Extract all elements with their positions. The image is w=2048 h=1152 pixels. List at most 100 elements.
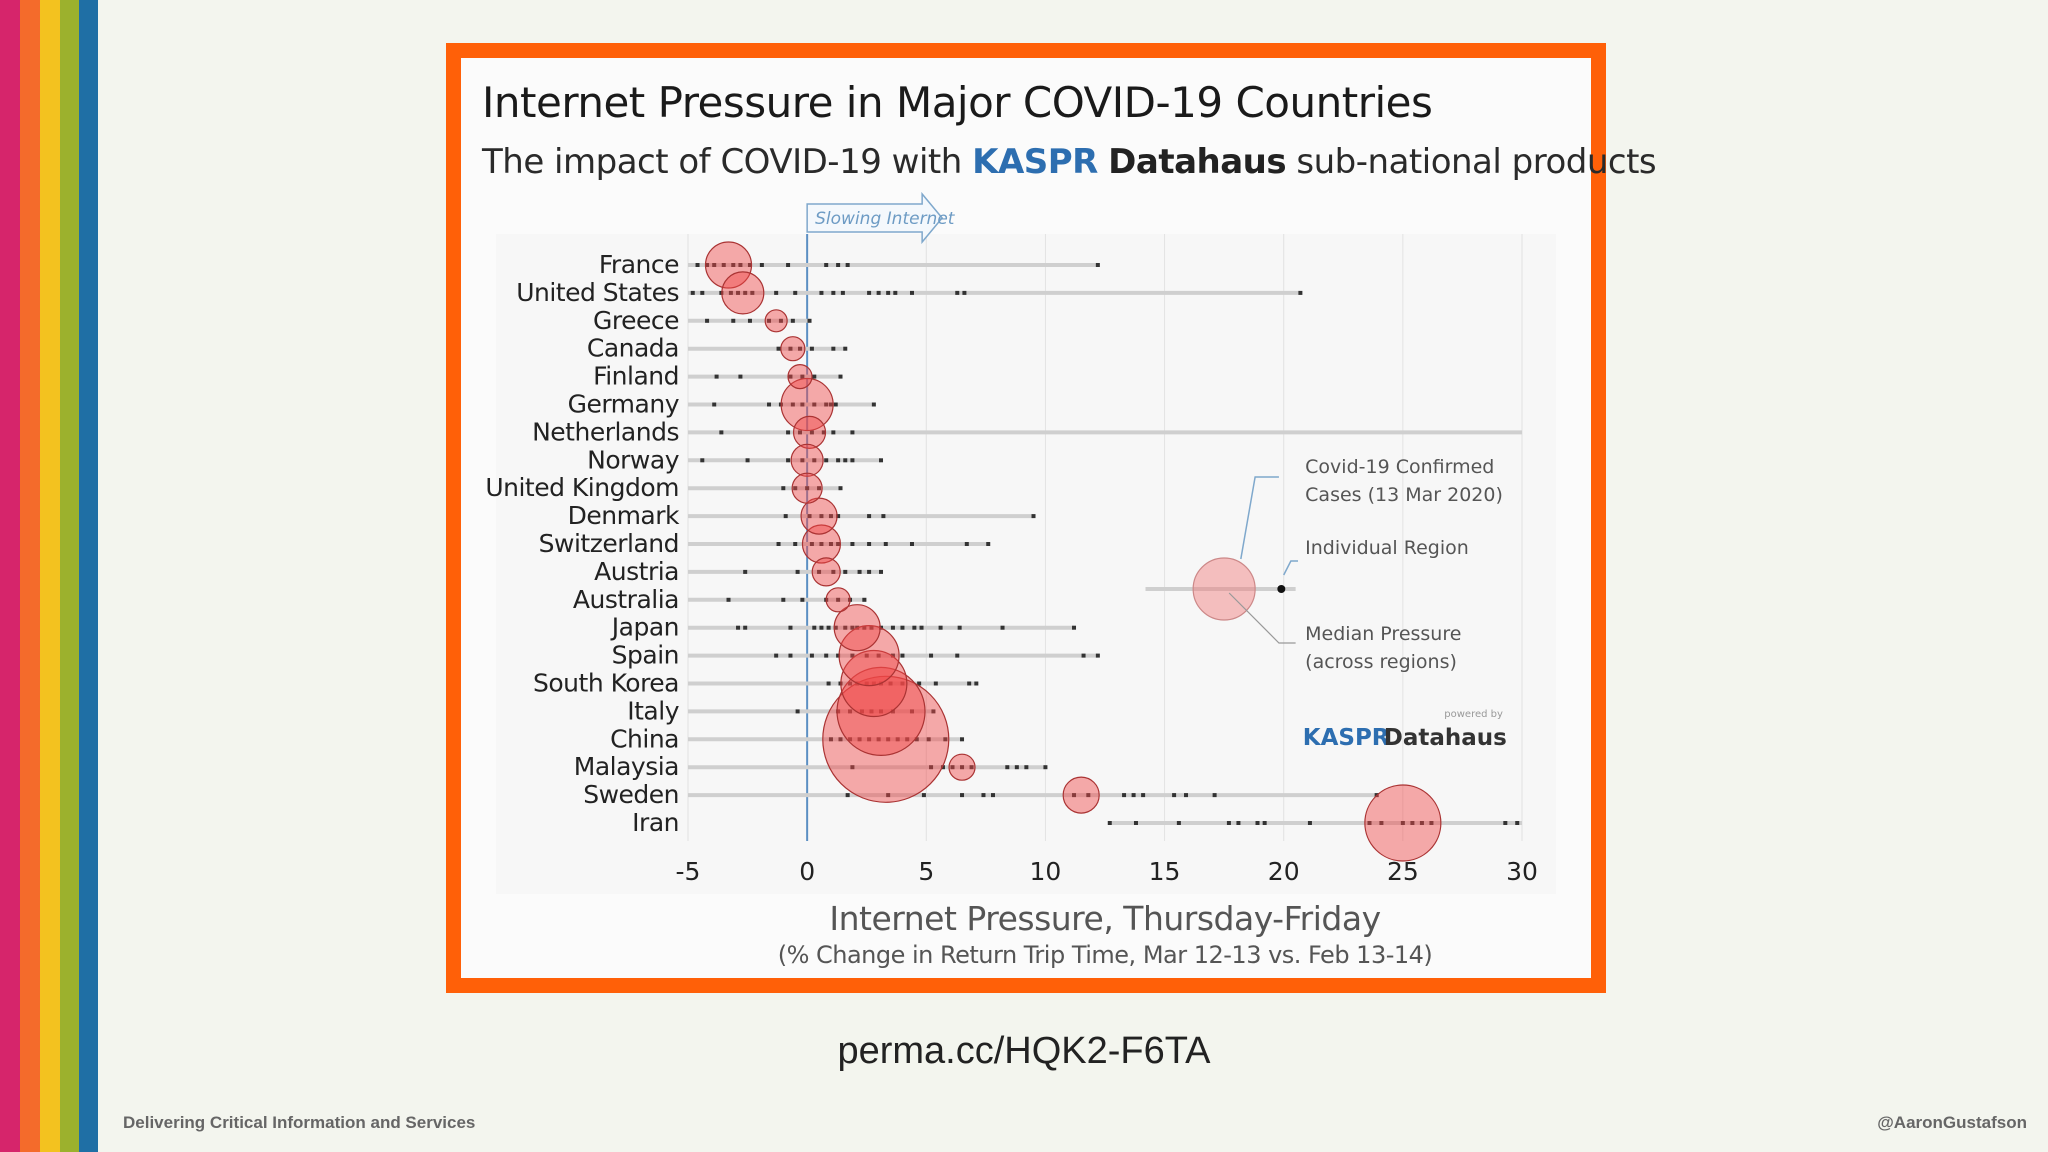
region-marker — [714, 374, 719, 379]
region-marker — [700, 290, 705, 295]
region-marker — [736, 290, 741, 295]
legend-median-label-1: Median Pressure — [1305, 623, 1461, 645]
cases-bubble — [840, 649, 908, 718]
region-marker — [726, 597, 731, 602]
region-marker — [731, 318, 736, 323]
country-label: Italy — [627, 696, 679, 725]
region-marker — [819, 542, 824, 546]
region-marker — [738, 263, 743, 267]
region-marker — [743, 625, 748, 630]
region-marker — [824, 458, 829, 463]
region-marker — [950, 765, 955, 770]
region-marker — [938, 625, 943, 630]
region-marker — [767, 318, 772, 323]
slowing-internet-label: Slowing Internet — [815, 209, 956, 229]
region-marker — [807, 514, 812, 519]
region-marker — [840, 290, 845, 295]
stripe-3 — [40, 0, 60, 1152]
region-marker — [828, 737, 833, 742]
region-marker — [1255, 821, 1260, 825]
region-marker — [955, 653, 960, 658]
region-marker — [1298, 290, 1303, 295]
cases-bubble — [948, 753, 976, 781]
country-label: Spain — [612, 641, 679, 670]
region-marker — [705, 318, 710, 323]
footer-author-handle: @AaronGustafson — [1877, 1113, 2027, 1132]
cases-bubble — [1062, 776, 1100, 814]
region-marker — [731, 263, 736, 267]
legend-cases-bubble — [1192, 557, 1256, 621]
region-marker — [826, 625, 831, 630]
region-marker — [869, 709, 874, 714]
region-marker — [974, 681, 979, 686]
region-marker — [786, 263, 791, 267]
legend-region-label: Individual Region — [1305, 537, 1469, 559]
region-marker — [1081, 653, 1086, 658]
slowing-internet-arrow — [806, 191, 944, 245]
region-marker — [857, 569, 862, 574]
region-marker — [809, 346, 814, 351]
region-marker — [848, 709, 853, 714]
region-marker — [905, 737, 910, 742]
region-marker — [1000, 625, 1005, 630]
x-axis-sublabel: (% Change in Return Trip Time, Mar 12-13… — [778, 941, 1433, 969]
region-marker — [767, 402, 772, 407]
region-marker — [836, 458, 841, 463]
region-marker — [774, 653, 779, 658]
country-label: Germany — [568, 390, 680, 419]
region-marker — [1236, 821, 1241, 825]
region-marker — [1172, 793, 1177, 798]
region-marker — [809, 653, 814, 658]
region-marker — [1107, 821, 1112, 825]
region-marker — [759, 263, 764, 267]
cases-bubble — [790, 443, 824, 477]
region-marker — [850, 458, 855, 463]
chart-title: Internet Pressure in Major COVID-19 Coun… — [482, 78, 1433, 127]
region-marker — [788, 346, 793, 351]
country-label: United Kingdom — [485, 473, 679, 502]
region-marker — [848, 737, 853, 742]
region-marker — [828, 514, 833, 519]
x-tick-label: 30 — [1506, 857, 1538, 886]
region-marker — [871, 402, 876, 407]
region-marker — [797, 346, 802, 351]
region-marker — [836, 263, 841, 267]
region-marker — [969, 765, 974, 770]
region-marker — [805, 486, 810, 491]
x-tick-label: 0 — [799, 857, 815, 886]
region-marker — [819, 514, 824, 519]
region-marker — [1176, 821, 1181, 825]
region-marker — [824, 402, 829, 407]
region-marker — [795, 709, 800, 714]
x-axis-label: Internet Pressure, Thursday-Friday — [829, 899, 1380, 938]
region-marker — [991, 793, 996, 798]
cases-bubble — [780, 336, 806, 362]
region-marker — [812, 458, 817, 463]
region-marker — [821, 430, 826, 435]
brand-kaspr: KASPR — [1303, 725, 1390, 751]
legend-median-pointer — [1228, 592, 1296, 644]
country-label: Denmark — [568, 501, 680, 530]
region-marker — [1131, 793, 1136, 798]
region-marker — [1141, 793, 1146, 798]
country-label: Iran — [632, 808, 679, 837]
x-tick-label: -5 — [676, 857, 701, 886]
region-marker — [800, 374, 805, 379]
chart-image-frame: Internet Pressure in Major COVID-19 Coun… — [446, 43, 1657, 993]
region-marker — [955, 290, 960, 295]
cases-bubble — [822, 675, 950, 803]
region-marker — [864, 653, 869, 658]
region-marker — [1133, 821, 1138, 825]
footer-talk-title: Delivering Critical Information and Serv… — [123, 1113, 476, 1132]
region-marker — [876, 290, 881, 295]
region-marker — [743, 290, 748, 295]
region-marker — [738, 374, 743, 379]
cases-bubble — [1364, 784, 1442, 862]
region-marker — [1419, 821, 1424, 825]
region-marker — [1410, 821, 1415, 825]
region-marker — [1086, 793, 1091, 798]
region-marker — [867, 569, 872, 574]
subtitle-suffix: sub-national products — [1286, 142, 1657, 182]
region-marker — [795, 569, 800, 574]
source-link[interactable]: perma.cc/HQK2-F6TA — [837, 1030, 1211, 1072]
